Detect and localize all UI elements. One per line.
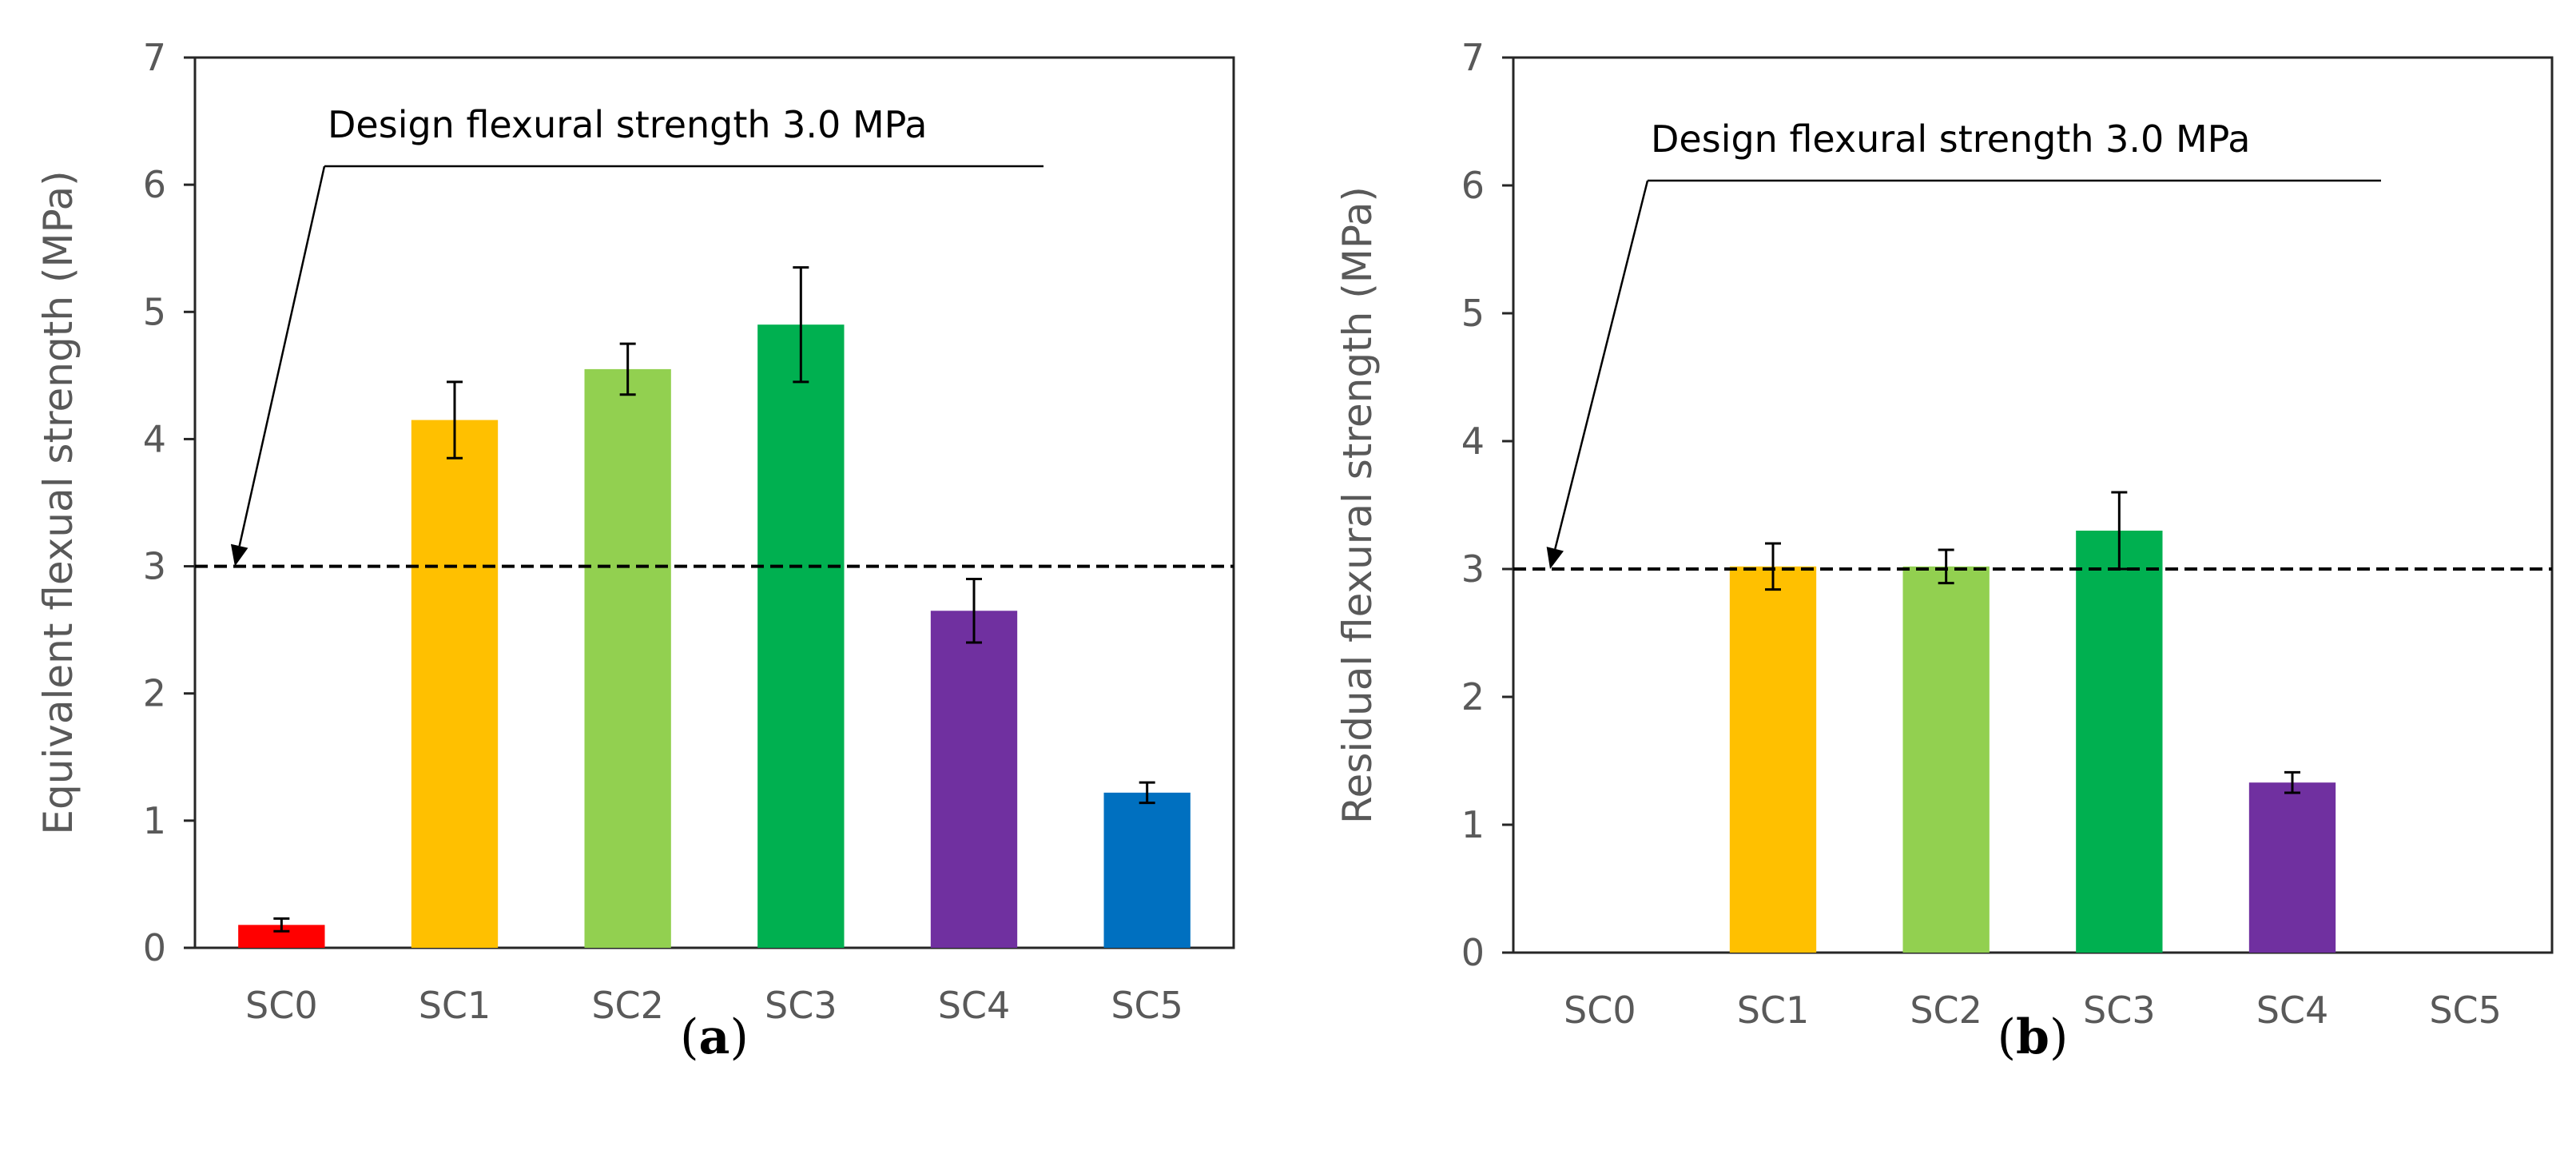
y-tick-label: 1: [143, 799, 166, 842]
x-tick-label-sc1: SC1: [1737, 989, 1810, 1032]
chart-panel-b: 0 1 2 3 4 5 6 7 Residual flexural strength (MPa)…: [1334, 36, 2554, 1065]
y-tick-label: 6: [1461, 164, 1485, 207]
annotation-arrow-line: [238, 165, 326, 547]
y-tick-label: 0: [143, 926, 166, 969]
x-tick-label-sc4: SC4: [938, 984, 1011, 1027]
y-tick-label: 2: [143, 672, 166, 715]
chart-panel-a: 0 1 2 3 4 5 6 7 Equivalent flexual strength (MPa…: [35, 36, 1235, 1065]
y-tick-label: 6: [143, 163, 166, 206]
annotation-arrow-line: [1554, 180, 1649, 550]
y-tick-label: 5: [143, 290, 166, 333]
x-tick-label-sc3: SC3: [765, 984, 837, 1027]
y-axis-label: Residual flexural strength (MPa): [1334, 186, 1381, 824]
arrow-head-icon: [230, 543, 248, 567]
y-tick-label: 3: [1461, 547, 1485, 591]
annotation-text: Design flexural strength 3.0 MPa: [1651, 117, 2251, 161]
annotation-text: Design flexural strength 3.0 MPa: [328, 103, 928, 146]
x-tick-label-sc1: SC1: [419, 984, 491, 1027]
y-tick-label: 0: [1461, 931, 1485, 974]
bar-sc3: [2076, 531, 2163, 953]
plot-frame: [1512, 56, 2554, 954]
x-tick-label-sc0: SC0: [245, 984, 318, 1027]
bar-sc2: [1902, 566, 1990, 953]
bar-sc1: [1729, 566, 1817, 953]
y-tick-label: 7: [1461, 36, 1485, 79]
x-tick-label-sc4: SC4: [2256, 989, 2329, 1032]
bar-sc4: [930, 611, 1018, 948]
y-tick-label: 3: [143, 545, 166, 588]
y-tick-label: 7: [143, 36, 166, 79]
x-tick-label-sc5: SC5: [2429, 989, 2502, 1032]
bar-sc1: [411, 420, 499, 948]
x-tick-label-sc3: SC3: [2083, 989, 2156, 1032]
arrow-head-icon: [1546, 547, 1564, 569]
x-tick-label-sc5: SC5: [1111, 984, 1183, 1027]
y-tick-label: 4: [143, 417, 166, 460]
panel-label-a: (a): [680, 1009, 749, 1065]
y-tick-label: 1: [1461, 803, 1485, 846]
bar-sc5: [1103, 792, 1191, 948]
bar-sc3: [757, 324, 845, 948]
x-tick-label-sc0: SC0: [1564, 989, 1636, 1032]
y-tick-label: 4: [1461, 420, 1485, 463]
y-tick-label: 2: [1461, 675, 1485, 718]
x-tick-label-sc2: SC2: [591, 984, 664, 1027]
bar-sc4: [2248, 782, 2336, 953]
y-tick-label: 5: [1461, 292, 1485, 335]
plot-frame: [193, 56, 1235, 949]
y-axis-label: Equivalent flexual strength (MPa): [35, 170, 81, 834]
x-tick-label-sc2: SC2: [1910, 989, 1982, 1032]
panel-label-b: (b): [1998, 1009, 2069, 1065]
bar-sc2: [584, 368, 671, 948]
